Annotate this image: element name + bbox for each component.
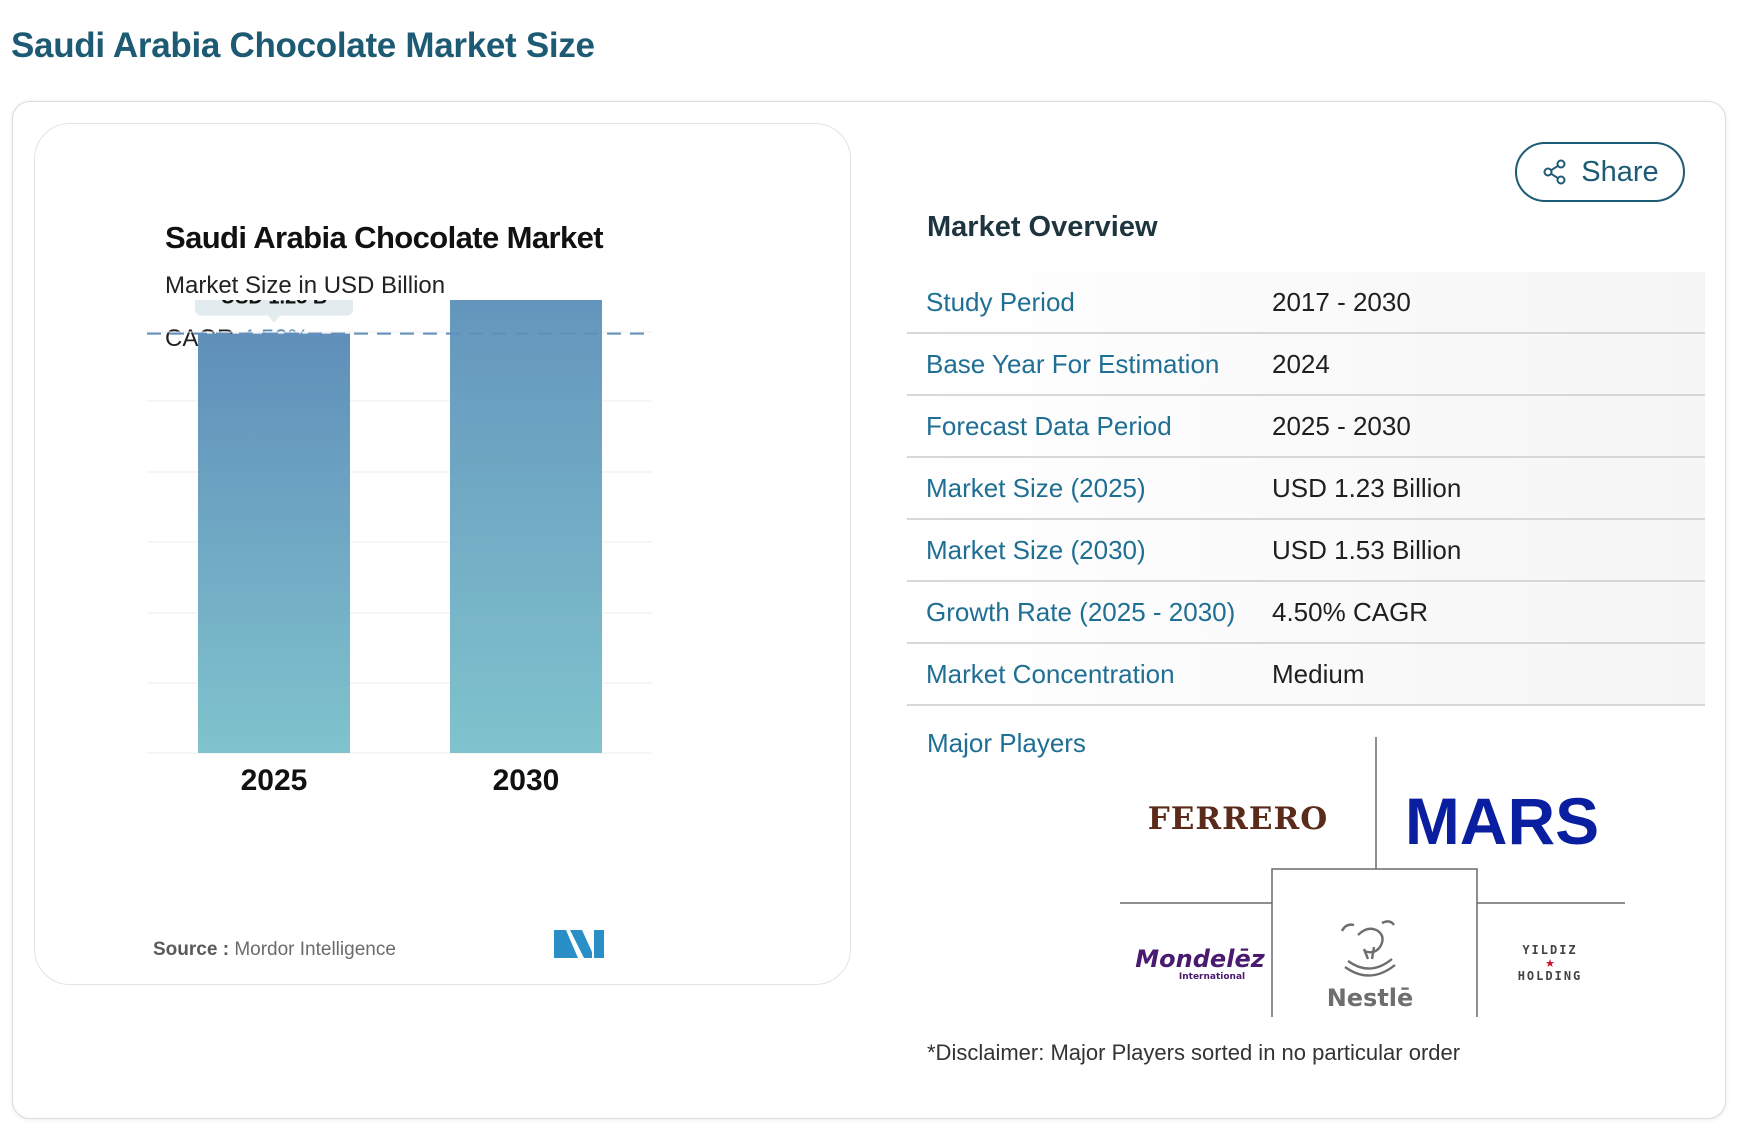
logo-grid-lines [1120,737,1625,1017]
overview-value: 2025 - 2030 [1272,410,1411,441]
chart-card [34,123,851,985]
overview-label: Market Concentration [926,658,1175,689]
ferrero-logo: FERRERO [1148,801,1329,837]
overview-row-market-concentration: Market Concentration Medium [907,644,1705,706]
overview-value: 2017 - 2030 [1272,286,1411,317]
overview-value: USD 1.53 Billion [1272,534,1462,565]
x-tick-label-2030: 2030 [493,764,560,797]
mondelez-sub-logo: International [1179,972,1245,982]
data-label-pointer-2025 [268,315,280,323]
major-players-logos: FERRERO MARS Mondelēz International Nest… [1120,737,1625,1017]
overview-label: Base Year For Estimation [926,348,1220,379]
yildiz-logo: YILDIZ [1522,943,1577,957]
overview-value: 4.50% CAGR [1272,596,1429,627]
yildiz-star-icon: ★ [1545,957,1555,970]
chart-subtitle: Market Size in USD Billion [165,272,446,299]
source-line: Source : Mordor Intelligence [153,939,396,961]
nestle-logo: Nestlē [1327,984,1414,1012]
yildiz-holding-logo: HOLDING [1518,969,1583,983]
overview-row-base-year: Base Year For Estimation 2024 [907,334,1705,396]
nestle-nest-icon [1340,920,1396,977]
mondelez-logo: Mondelēz [1135,945,1265,973]
overview-row-forecast-period: Forecast Data Period 2025 - 2030 [907,396,1705,458]
share-label: Share [1581,155,1659,188]
bar-chart: USD 1.23 B2025USD 1.53 B2030 [147,300,652,797]
data-label-2025: USD 1.23 B [221,300,328,309]
overview-label: Study Period [926,286,1075,317]
x-tick-label-2025: 2025 [241,764,308,797]
source-label: Source : [153,939,230,960]
data-label-box-2025 [195,300,353,316]
overview-title: Market Overview [927,211,1158,243]
overview-table: Study Period 2017 - 2030 Base Year For E… [907,272,1705,706]
overview-row-market-size-2025: Market Size (2025) USD 1.23 Billion [907,458,1705,520]
chart-title: Saudi Arabia Chocolate Market [165,220,604,255]
overview-value: 2024 [1272,348,1330,379]
overview-label: Market Size (2025) [926,472,1146,503]
bar-2025 [198,333,350,753]
overview-row-market-size-2030: Market Size (2030) USD 1.53 Billion [907,520,1705,582]
page-title: Saudi Arabia Chocolate Market Size [11,26,595,65]
share-icon [1541,158,1569,186]
disclaimer-text: *Disclaimer: Major Players sorted in no … [927,1040,1461,1065]
share-button[interactable]: Share [1515,142,1685,202]
overview-value: USD 1.23 Billion [1272,472,1462,503]
overview-label: Market Size (2030) [926,534,1146,565]
source-value: Mordor Intelligence [234,939,396,960]
overview-value: Medium [1272,658,1365,689]
overview-row-growth-rate: Growth Rate (2025 - 2030) 4.50% CAGR [907,582,1705,644]
overview-label: Forecast Data Period [926,410,1172,441]
mordor-intelligence-logo [554,930,604,958]
overview-label: Growth Rate (2025 - 2030) [926,596,1236,627]
overview-row-study-period: Study Period 2017 - 2030 [907,272,1705,334]
major-players-label: Major Players [927,728,1086,758]
bar-2030 [450,300,602,753]
mars-logo: MARS [1405,784,1599,858]
